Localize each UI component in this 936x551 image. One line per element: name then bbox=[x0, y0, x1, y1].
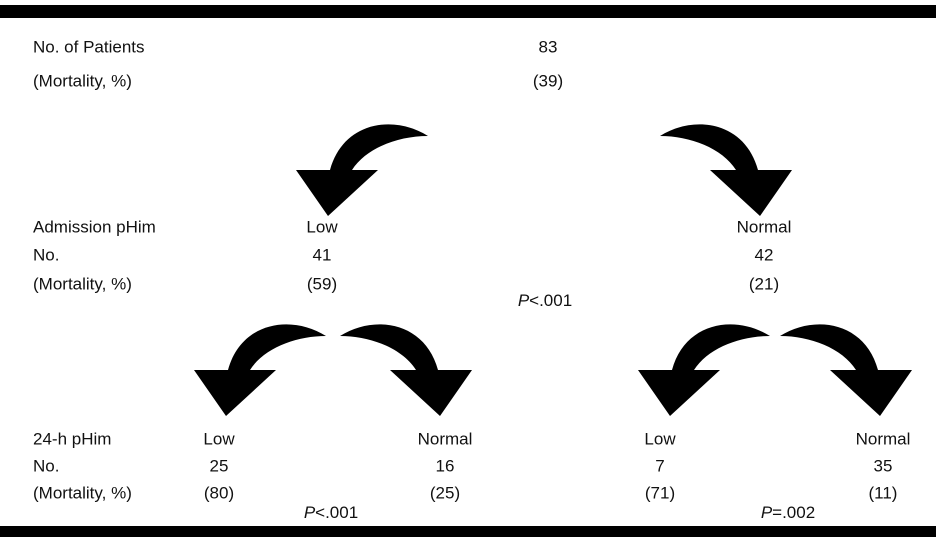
p-text: =.002 bbox=[772, 503, 815, 522]
node-count: 25 bbox=[210, 456, 229, 475]
node-count: 42 bbox=[755, 245, 774, 264]
node-label: Low bbox=[306, 217, 338, 236]
node-count: 16 bbox=[436, 456, 455, 475]
node-label: Low bbox=[644, 429, 676, 448]
p-symbol: P bbox=[518, 291, 530, 310]
node-mortality: (25) bbox=[430, 483, 460, 502]
p-text: <.001 bbox=[529, 291, 572, 310]
p-value: P<.001 bbox=[304, 503, 358, 522]
node-count: 7 bbox=[655, 456, 664, 475]
node-label: Low bbox=[203, 429, 235, 448]
node-count: 35 bbox=[874, 456, 893, 475]
row-label: (Mortality, %) bbox=[33, 71, 132, 90]
node-count: 83 bbox=[539, 37, 558, 56]
p-symbol: P bbox=[304, 503, 316, 522]
node-label: Normal bbox=[737, 217, 792, 236]
node-count: 41 bbox=[313, 245, 332, 264]
arrow bbox=[296, 124, 428, 216]
node-label: Normal bbox=[856, 429, 911, 448]
row-label: 24-h pHim bbox=[33, 429, 111, 448]
node-mortality: (80) bbox=[204, 483, 234, 502]
top-rule bbox=[0, 5, 936, 18]
node-mortality: (59) bbox=[307, 274, 337, 293]
bottom-rule bbox=[0, 526, 936, 537]
node-mortality: (21) bbox=[749, 274, 779, 293]
row-label: No. bbox=[33, 456, 59, 475]
row-label: No. of Patients bbox=[33, 37, 145, 56]
p-text: <.001 bbox=[315, 503, 358, 522]
p-symbol: P bbox=[761, 503, 773, 522]
node-mortality: (11) bbox=[869, 483, 898, 502]
arrow bbox=[660, 124, 792, 216]
node-mortality: (39) bbox=[533, 71, 563, 90]
arrow bbox=[780, 324, 912, 416]
node-mortality: (71) bbox=[645, 483, 675, 502]
p-value: P<.001 bbox=[518, 291, 572, 310]
node-label: Normal bbox=[418, 429, 473, 448]
arrow bbox=[194, 324, 326, 416]
arrow bbox=[638, 324, 770, 416]
row-label: Admission pHim bbox=[33, 217, 156, 236]
row-label: (Mortality, %) bbox=[33, 274, 132, 293]
row-label: No. bbox=[33, 245, 59, 264]
p-value: P=.002 bbox=[761, 503, 815, 522]
arrow bbox=[340, 324, 472, 416]
row-label: (Mortality, %) bbox=[33, 483, 132, 502]
